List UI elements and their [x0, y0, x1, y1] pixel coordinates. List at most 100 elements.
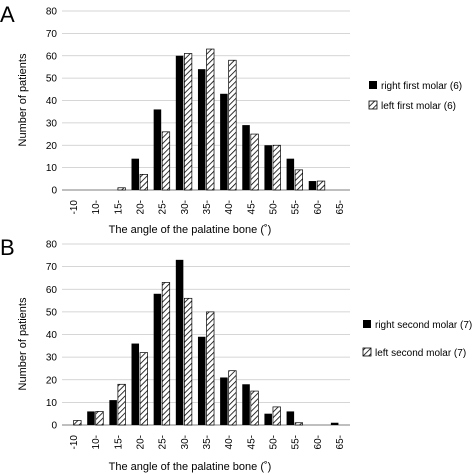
bar-solid-8 [242, 125, 250, 190]
bar-hatched-8 [250, 133, 259, 191]
x-tick-label: 65- [335, 435, 346, 449]
bar-solid-5 [175, 259, 184, 425]
bar-hatched-10 [294, 422, 303, 426]
x-tick-label: 25- [158, 435, 169, 449]
x-tick-label: 35- [202, 200, 213, 214]
x-tick-label: 35- [202, 435, 213, 449]
y-tick-label: 70 [46, 262, 58, 273]
x-tick-label: 50- [268, 200, 279, 214]
bar-hatched-6 [206, 311, 215, 426]
bar-solid-9 [264, 145, 272, 190]
bar-solid-10 [286, 158, 295, 190]
y-tick-label: 40 [46, 96, 58, 107]
y-tick-label: 60 [46, 51, 58, 62]
bar-hatched-10 [294, 169, 303, 191]
legend: right first molar (6) left first molar (… [368, 81, 462, 112]
panel-a: A Number of patients The angle of the pa… [0, 2, 462, 236]
x-axis-label: The angle of the palatine bone (˚) [109, 224, 272, 236]
bar-solid-10 [286, 411, 295, 425]
y-axis-label: Number of patients [17, 297, 29, 390]
bar-solid-6 [197, 69, 206, 190]
bar-hatched-9 [272, 406, 281, 426]
bar-solid-1 [87, 411, 95, 425]
panel-label: B [0, 235, 15, 260]
y-tick-label: 20 [46, 375, 58, 386]
bar-hatched-7 [228, 59, 237, 191]
bar-hatched-4 [161, 131, 171, 191]
legend-swatch-right-second-molar [363, 320, 371, 328]
bar-solid-7 [220, 93, 228, 190]
x-tick-label: 15- [113, 200, 124, 214]
x-tick-label: 40- [224, 200, 235, 214]
bar-solid-4 [153, 109, 162, 190]
legend-swatch-left-first-molar [368, 100, 378, 110]
y-tick-label: 80 [46, 240, 58, 251]
legend-label-right-first-molar: right first molar (6) [381, 81, 462, 92]
x-tick-label: 10- [91, 435, 102, 449]
bar-hatched-0 [73, 420, 82, 426]
legend-label-left-second-molar: left second molar (7) [375, 348, 466, 359]
bar-solid-7 [220, 377, 228, 425]
bar-hatched-2 [117, 383, 126, 426]
bar-hatched-6 [206, 48, 215, 191]
x-tick-label: 45- [246, 435, 257, 449]
panel-b: B Number of patients The angle of the pa… [0, 235, 472, 473]
bar-hatched-3 [139, 352, 148, 426]
bar-hatched-4 [161, 282, 171, 426]
bar-hatched-11 [316, 180, 326, 191]
y-tick-label: 40 [46, 330, 58, 341]
bar-hatched-5 [183, 53, 193, 191]
bar-hatched-3 [139, 173, 148, 191]
y-tick-label: 0 [51, 421, 57, 432]
x-tick-label: 20- [136, 435, 147, 449]
y-tick-label: 30 [46, 118, 58, 129]
bar-solid-3 [131, 158, 140, 190]
x-tick-label: 45- [246, 200, 257, 214]
x-tick-label: 40- [224, 435, 235, 449]
bar-hatched-8 [250, 390, 259, 426]
bar-solid-6 [197, 336, 206, 425]
bar-solid-8 [242, 384, 250, 425]
y-tick-label: 10 [46, 398, 58, 409]
y-tick-label: 70 [46, 29, 58, 40]
x-tick-label: 65- [335, 200, 346, 214]
x-tick-label: 55- [291, 435, 302, 449]
bar-solid-5 [175, 55, 184, 190]
panel-label: A [0, 2, 15, 27]
x-axis-label: The angle of the palatine bone (˚) [109, 461, 272, 473]
legend-label-left-first-molar: left first molar (6) [381, 101, 456, 112]
x-tick-label: 10- [91, 200, 102, 214]
bar-solid-4 [153, 293, 162, 425]
bar-solid-12 [330, 422, 339, 425]
x-tick-label: 15- [113, 435, 124, 449]
y-tick-label: 80 [46, 7, 58, 18]
x-tick-label: -10 [69, 435, 80, 450]
x-tick-label: 30- [180, 435, 191, 449]
y-tick-label: 50 [46, 307, 58, 318]
legend-swatch-left-second-molar [362, 347, 372, 357]
y-tick-label: 10 [46, 163, 58, 174]
bar-solid-2 [109, 400, 117, 425]
bar-hatched-5 [183, 297, 193, 426]
bar-solid-3 [131, 343, 140, 425]
x-tick-label: 50- [268, 435, 279, 449]
bar-solid-9 [264, 413, 272, 425]
x-tick-label: -10 [69, 200, 80, 215]
y-tick-label: 0 [51, 186, 57, 197]
y-tick-label: 50 [46, 74, 58, 85]
bar-hatched-1 [95, 411, 104, 426]
bar-solid-11 [308, 181, 317, 190]
x-tick-label: 20- [136, 200, 147, 214]
y-tick-label: 60 [46, 285, 58, 296]
bar-hatched-7 [228, 370, 237, 426]
legend-label-right-second-molar: right second molar (7) [375, 320, 472, 331]
x-tick-label: 25- [158, 200, 169, 214]
bar-hatched-2 [117, 187, 126, 191]
x-tick-label: 30- [180, 200, 191, 214]
y-tick-label: 20 [46, 141, 58, 152]
legend: right second molar (7) left second molar… [362, 320, 472, 359]
x-tick-label: 55- [291, 200, 302, 214]
x-tick-label: 60- [313, 435, 324, 449]
bar-hatched-9 [272, 144, 281, 191]
